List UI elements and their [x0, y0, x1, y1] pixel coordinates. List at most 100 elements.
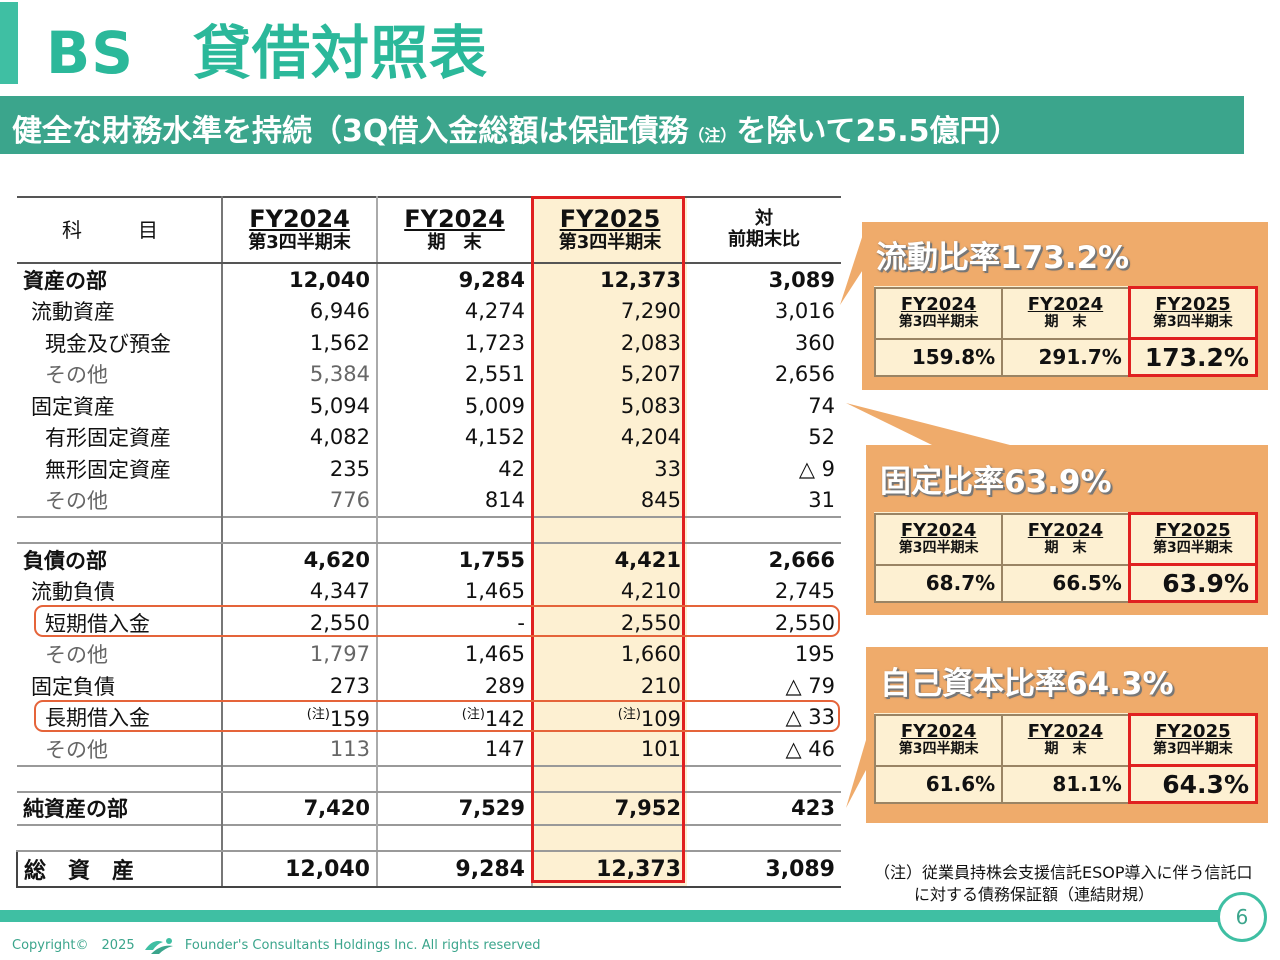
- row-value: 423: [791, 796, 835, 821]
- equity-ratio-title: 自己資本比率64.3%: [880, 666, 1174, 702]
- ratio-header-period: 期 末: [1044, 540, 1087, 557]
- row-label: その他: [17, 733, 223, 766]
- row-value: 4,152: [377, 421, 533, 453]
- row-value: 5,384: [222, 358, 378, 390]
- table-row: 無形固定資産 235 42 33 △ 9: [17, 453, 841, 485]
- ratio-value: 81.1%: [1001, 764, 1131, 804]
- ratio-value: 291.7%: [1001, 337, 1131, 377]
- ratio-header-year: FY2024: [900, 294, 977, 316]
- row-value: 6,946: [222, 295, 378, 327]
- ratio-header-year: FY2025: [1155, 721, 1231, 743]
- row-value: 159: [329, 707, 370, 732]
- header-fy2024-end-year: FY2024: [404, 204, 505, 233]
- note-marker: (注): [306, 707, 330, 723]
- row-value: 52: [808, 425, 835, 450]
- table-row: 現金及び預金 1,562 1,723 2,083 360: [17, 327, 841, 359]
- footnote: （注）従業員持株会支援信託ESOP導入に伴う信託口 に対する債務保証額（連結財規…: [874, 862, 1253, 905]
- row-value: 210: [532, 670, 687, 702]
- copyright-year: Copyright© 2025: [12, 938, 135, 953]
- row-value: 147: [377, 733, 533, 766]
- header-fy2024-q3: FY2024 第3四半期末: [222, 196, 378, 264]
- row-label: 無形固定資産: [17, 453, 223, 485]
- equity-ratio-table: FY2024 第3四半期末 FY2024 期 末 FY2025 第3四半期末 61.6…: [873, 713, 1259, 804]
- row-value-cell: (注)159: [222, 701, 378, 733]
- row-value: 74: [808, 393, 835, 418]
- header-fy2024-q3-period: 第3四半期末: [248, 232, 351, 254]
- row-value: △ 79: [785, 673, 835, 698]
- ratio-header-period: 第3四半期末: [1153, 540, 1233, 557]
- row-value: 12,040: [222, 850, 378, 888]
- subtitle-band: [0, 96, 1244, 154]
- table-row: 資産の部 12,040 9,284 12,373 3,089: [17, 263, 841, 296]
- row-value: 1,755: [377, 543, 533, 576]
- row-value: 1,797: [222, 638, 378, 670]
- fixed-ratio-table: FY2024 第3四半期末 FY2024 期 末 FY2025 第3四半期末 68.7…: [873, 512, 1259, 603]
- row-value: 5,083: [532, 390, 687, 422]
- header-fy2025-q3: FY2025 第3四半期末: [532, 196, 687, 264]
- header-diff-line2: 前期末比: [728, 229, 800, 250]
- table-row-long-term-loans: 長期借入金 (注)159 (注)142 (注)109 △ 33: [17, 701, 841, 733]
- row-value-cell: (注)109: [532, 701, 687, 733]
- row-value: 2,550: [774, 610, 835, 635]
- footer-bar: [0, 910, 1236, 922]
- table-row: 流動資産 6,946 4,274 7,290 3,016: [17, 295, 841, 327]
- table-row: 流動負債 4,347 1,465 4,210 2,745: [17, 575, 841, 607]
- row-label: 長期借入金: [17, 701, 223, 733]
- row-value: 5,009: [377, 390, 533, 422]
- table-separator-row: [17, 824, 841, 852]
- ratio-header-year: FY2024: [1027, 520, 1104, 542]
- ratio-value: 64.3%: [1127, 764, 1259, 804]
- ratio-header-year: FY2024: [900, 721, 977, 743]
- row-value: 31: [808, 488, 835, 513]
- row-value: 109: [640, 707, 681, 732]
- ratio-header-period: 第3四半期末: [898, 540, 979, 557]
- table-row: 負債の部 4,620 1,755 4,421 2,666: [17, 543, 841, 576]
- ratio-header: FY2024 期 末: [1001, 713, 1131, 767]
- row-value-cell: (注)142: [377, 701, 533, 733]
- ratio-header: FY2024 第3四半期末: [873, 512, 1004, 566]
- row-value: 3,089: [687, 850, 841, 888]
- header-diff-line1: 対: [755, 208, 773, 230]
- ratio-header-period: 第3四半期末: [1153, 314, 1233, 331]
- page-number: 6: [1217, 892, 1267, 942]
- fixed-ratio-title: 固定比率63.9%: [880, 464, 1112, 500]
- row-value: 4,347: [222, 575, 378, 607]
- row-value: 2,666: [768, 547, 835, 572]
- ratio-header-year: FY2025: [1155, 520, 1231, 542]
- row-value: 9,284: [377, 850, 533, 888]
- table-row-short-term-loans: 短期借入金 2,550 - 2,550 2,550: [17, 607, 841, 639]
- row-label: 固定資産: [17, 390, 223, 422]
- row-value: 4,204: [532, 421, 687, 453]
- row-label: 純資産の部: [17, 791, 223, 825]
- row-value: 845: [532, 484, 687, 517]
- row-value: 9,284: [377, 263, 533, 296]
- row-value: 7,529: [377, 791, 533, 825]
- row-label: 固定負債: [17, 670, 223, 702]
- current-ratio-table: FY2024 第3四半期末 FY2024 期 末 FY2025 第3四半期末 159.…: [873, 286, 1259, 377]
- row-value: 1,562: [222, 327, 378, 359]
- note-marker: (注): [617, 707, 641, 723]
- row-value: 273: [222, 670, 378, 702]
- table-row: その他 113 147 101 △ 46: [17, 733, 841, 766]
- row-value: 814: [377, 484, 533, 517]
- row-value: 3,089: [768, 267, 835, 292]
- row-value: 1,465: [377, 575, 533, 607]
- row-value: 2,083: [532, 327, 687, 359]
- row-value: 101: [532, 733, 687, 766]
- row-label: その他: [17, 638, 223, 670]
- row-value: 2,551: [377, 358, 533, 390]
- header-fy2025-q3-period: 第3四半期末: [558, 232, 662, 254]
- table-row: その他 776 814 845 31: [17, 484, 841, 517]
- row-value: △ 9: [798, 456, 835, 481]
- header-fy2024-q3-year: FY2024: [249, 204, 350, 233]
- row-value: 4,620: [222, 543, 378, 576]
- row-value: 7,420: [222, 791, 378, 825]
- row-value: 1,660: [532, 638, 687, 670]
- table-row: 固定資産 5,094 5,009 5,083 74: [17, 390, 841, 422]
- row-value: 1,723: [377, 327, 533, 359]
- row-label: 負債の部: [17, 543, 223, 576]
- ratio-header: FY2025 第3四半期末: [1127, 713, 1259, 767]
- table-separator-row: [17, 764, 841, 793]
- ratio-header: FY2025 第3四半期末: [1127, 286, 1259, 340]
